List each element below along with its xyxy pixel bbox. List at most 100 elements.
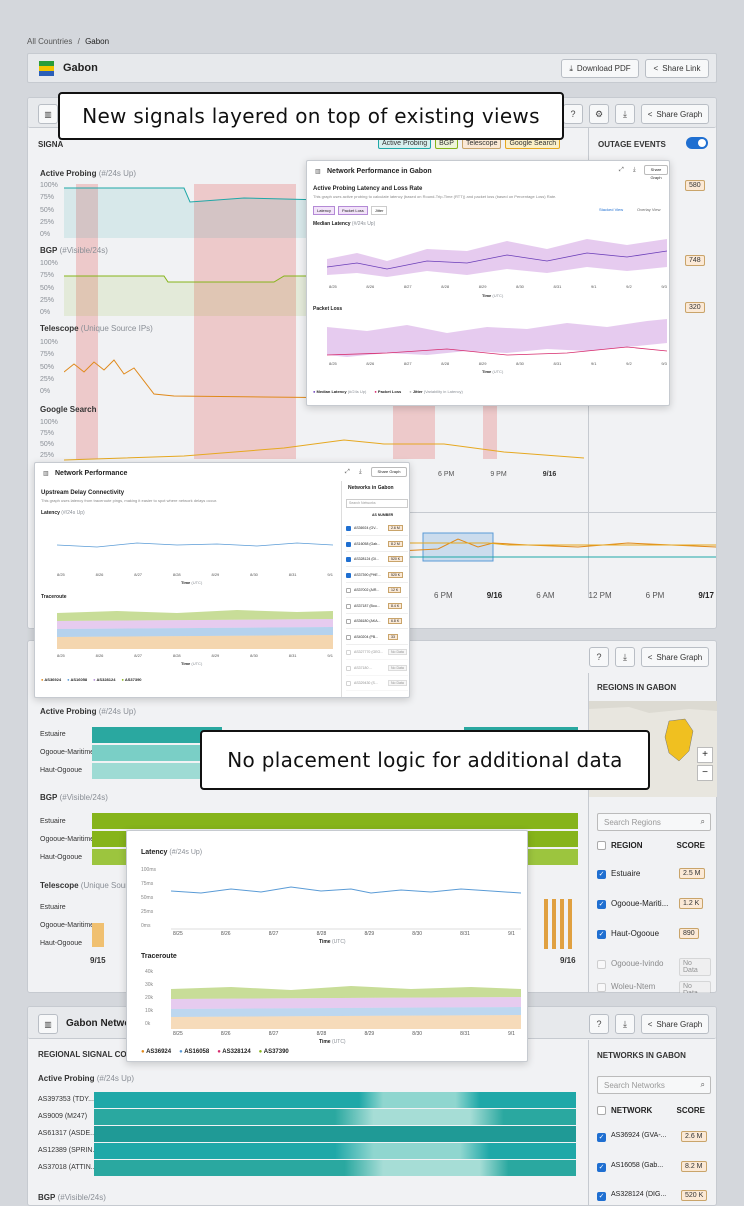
download-icon[interactable]: ⤓	[633, 167, 636, 173]
col-score[interactable]: SCORE	[676, 841, 705, 850]
popup-chart-icon: ▥	[43, 471, 49, 477]
network-list-item[interactable]: AS37002 (AIR... 12 K	[346, 585, 408, 598]
heatmap-row	[94, 1143, 576, 1159]
popup1-dates: 8/25 8/26 8/27 8/28 8/29 8/30 8/31 9/1 9/2 9/3	[329, 361, 667, 366]
network-checkbox[interactable]	[346, 588, 351, 593]
expand-icon[interactable]: ⤢	[345, 469, 350, 475]
search-networks-input[interactable]: Search Networks ⌕	[597, 1076, 711, 1094]
network-checkbox[interactable]	[346, 557, 351, 562]
bgp-label: BGP (#Visible/24s)	[38, 1193, 106, 1202]
zoom-in-button[interactable]: +	[697, 747, 713, 763]
network-checkbox[interactable]	[346, 665, 351, 671]
network-list-item[interactable]: AS36180 (AKA... 6.8 K	[346, 616, 408, 629]
help-button[interactable]: ?	[589, 647, 609, 667]
download-graph-button[interactable]: ⤓	[615, 647, 635, 667]
breadcrumb-root[interactable]: All Countries	[27, 37, 73, 46]
network-list-item[interactable]: AS36924 (GV... 2.6 M	[346, 523, 408, 536]
filter-chip-jitter[interactable]: Jitter	[370, 206, 388, 215]
col-region[interactable]: REGION	[611, 841, 643, 850]
networks-sidebar: NETWORKS IN GABON Search Networks ⌕ NETW…	[588, 1040, 716, 1205]
download-graph-button[interactable]: ⤓	[615, 104, 635, 124]
legend-item: ● AS36924	[141, 1049, 172, 1055]
network-checkbox[interactable]	[346, 634, 351, 640]
network-list-item[interactable]: AS328124 (DI... 520 K	[346, 554, 408, 567]
network-score: 8.2 M	[388, 540, 403, 547]
heatmap-row	[94, 1092, 576, 1108]
view-stacked[interactable]: Stacked View	[599, 207, 624, 212]
network-row[interactable]: ✓ AS328124 (DIG... 520 K	[597, 1188, 711, 1204]
network-list-item[interactable]: AS327770 (GEO... No Data	[346, 647, 408, 660]
network-score: 2.6 M	[388, 525, 403, 531]
popup-share-button[interactable]: Share Graph	[644, 165, 668, 180]
col-network[interactable]: NETWORK	[611, 1106, 653, 1115]
network-card-title: Gabon Network C	[66, 1018, 150, 1029]
network-list-item[interactable]: AS329430 (S... No Data	[346, 678, 408, 691]
region-row[interactable]: Woleu-Ntem No Data	[597, 981, 711, 993]
zoom-out-button[interactable]: −	[697, 765, 713, 781]
networks-search[interactable]: Search Networks	[346, 499, 408, 508]
filter-chip-packet-loss[interactable]: Packet Loss	[338, 206, 368, 215]
popup-share-button[interactable]: Share Graph	[371, 467, 407, 477]
network-checkbox[interactable]	[346, 526, 351, 531]
network-list-item[interactable]: AS37180 ... No Data	[346, 663, 408, 676]
download-graph-button[interactable]: ⤓	[615, 1014, 635, 1034]
network-checkbox[interactable]	[346, 650, 351, 655]
network-score: 33	[388, 633, 398, 640]
network-list-item[interactable]: AS40204 (PB... 33	[346, 632, 408, 645]
telescope-heat	[544, 899, 576, 949]
region-row[interactable]: ✓ Haut-Ogooue 890	[597, 925, 711, 949]
timeline-ticks: 6 PM 9 PM 9/16	[438, 471, 557, 478]
region-row[interactable]: ✓ Ogooue-Mariti... 1.2 K	[597, 895, 711, 919]
popup1-dates: 8/25 8/26 8/27 8/28 8/29 8/30 8/31 9/1 9/2 9/3	[329, 284, 667, 289]
telescope-label: Telescope (Unique Source	[40, 881, 137, 890]
page-title: Gabon	[63, 62, 98, 74]
share-link-button[interactable]: < Share Link	[645, 59, 709, 78]
popup2-dates: 8/25 8/26 8/27 8/28 8/29 8/30 8/31 9/1	[57, 572, 333, 577]
legend-packet-loss: ● Packet Loss	[374, 389, 402, 394]
network-row[interactable]: ✓ AS16058 (Gab... 8.2 M	[597, 1158, 711, 1180]
network-checkbox[interactable]	[346, 603, 351, 609]
share-graph-button[interactable]: < Share Graph	[641, 104, 709, 124]
latency-chart	[171, 886, 521, 930]
col-score[interactable]: SCORE	[676, 1106, 705, 1115]
region-row[interactable]: Ogooue-Ivindo No Data	[597, 955, 711, 979]
help-button[interactable]: ?	[563, 104, 583, 124]
time-axis-label: Time (UTC)	[482, 369, 504, 374]
ap-label: Active Probing (#/24s Up)	[38, 1074, 135, 1083]
latency-band-chart	[327, 239, 667, 277]
row-label: AS9009 (M247)	[38, 1113, 88, 1120]
filter-chip-latency[interactable]: Latency	[313, 206, 336, 215]
help-button[interactable]: ?	[589, 1014, 609, 1034]
network-list-item[interactable]: AS37187 (Bou... 8.4 K	[346, 601, 408, 614]
network-checkbox[interactable]	[346, 619, 351, 624]
networks-title: NETWORKS IN GABON	[597, 1051, 686, 1060]
popup1-legend: ● Median Latency (#/24s Up) ● Packet Los…	[313, 389, 463, 394]
settings-gear-icon[interactable]: ⚙	[589, 104, 609, 124]
network-name: AS327770 (GEO...	[354, 650, 384, 654]
network-name: AS40204 (PB...	[354, 634, 379, 639]
search-regions-input[interactable]: Search Regions ⌕	[597, 813, 711, 831]
share-graph-button[interactable]: < Share Graph	[641, 647, 709, 667]
network-checkbox[interactable]	[346, 572, 351, 578]
network-score: No Data	[388, 680, 407, 686]
overview-strip[interactable]: 6 PM 9/16 6 AM 12 PM 6 PM 9/17	[398, 512, 716, 600]
download-icon[interactable]: ⤓	[359, 469, 362, 475]
share-graph-button[interactable]: < Share Graph	[641, 1014, 709, 1034]
expand-icon[interactable]: ⤢	[619, 167, 624, 173]
network-checkbox[interactable]	[346, 541, 351, 547]
time-axis-label: Time (UTC)	[319, 939, 346, 945]
region-row[interactable]: ✓ Estuaire 2.5 M	[597, 865, 711, 889]
download-pdf-button[interactable]: ⤓ Download PDF	[561, 59, 639, 78]
outage-toggle[interactable]	[686, 137, 708, 149]
heatmap-row	[92, 727, 222, 743]
row-label: Ogooue-Maritime	[40, 749, 95, 756]
traceroute-label: Traceroute	[41, 594, 67, 600]
network-checkbox[interactable]	[346, 681, 351, 686]
network-list-item[interactable]: AS37390 (PHE... 520 K	[346, 570, 408, 583]
network-list-item[interactable]: AS16058 (Gab... 8.2 M	[346, 539, 408, 552]
traceroute-chart	[171, 986, 521, 1029]
row-label: Haut-Ogooue	[40, 767, 83, 774]
view-overlay[interactable]: Overlay View	[637, 207, 661, 212]
network-row[interactable]: ✓ AS36924 (GVA-... 2.6 M	[597, 1128, 711, 1150]
networks-col[interactable]: AS NUMBER	[372, 513, 394, 517]
